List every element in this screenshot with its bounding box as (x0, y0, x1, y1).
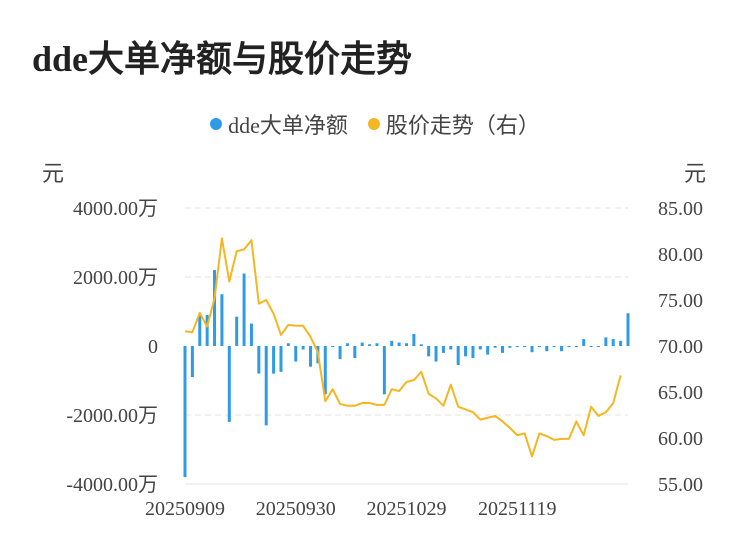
dde-bar (294, 346, 298, 362)
dde-bar (412, 333, 416, 346)
dde-bar (567, 346, 571, 348)
dde-bar (545, 346, 549, 352)
dde-bar (515, 346, 519, 348)
y-right-tick-label: 80.00 (658, 244, 703, 266)
dde-bar (331, 346, 335, 347)
y-left-tick-label: -2000.00万 (66, 405, 158, 427)
dde-bar (604, 337, 608, 346)
dde-bar (183, 346, 187, 478)
dde-bar (368, 344, 372, 346)
y-right-tick-label: 75.00 (658, 290, 703, 312)
dde-bar (242, 273, 246, 346)
y-left-tick-label: 4000.00万 (73, 198, 158, 220)
dde-bar (286, 343, 290, 346)
dde-bar (198, 314, 202, 346)
x-tick-label: 20251119 (478, 498, 557, 520)
legend: dde大单净额 股价走势（右） (0, 108, 750, 140)
dde-bar (441, 346, 445, 353)
dde-bar (537, 346, 541, 348)
dde-bar (596, 346, 600, 347)
dde-bar (353, 346, 357, 359)
dde-bar (619, 340, 623, 346)
dde-bar (257, 346, 261, 374)
y-left-tick-label: -4000.00万 (66, 474, 158, 496)
dde-bar (338, 346, 342, 360)
dde-bar (227, 346, 231, 422)
dde-bar (582, 339, 586, 346)
legend-label-price: 股价走势（右） (385, 113, 540, 138)
y-right-tick-label: 60.00 (658, 428, 703, 450)
dde-bar (301, 346, 305, 350)
legend-dot-dde (210, 118, 223, 130)
right-axis-unit: 元 (684, 161, 707, 186)
dde-bar (375, 343, 379, 346)
y-right-tick-label: 85.00 (658, 198, 703, 220)
legend-label-dde: dde大单净额 (228, 113, 348, 138)
y-left-tick-label: 2000.00万 (73, 267, 158, 289)
dde-bar (345, 343, 349, 346)
dde-bar (574, 346, 578, 347)
dde-bar (190, 346, 194, 378)
dde-bar (611, 339, 615, 346)
dde-bar (249, 323, 253, 346)
dde-bar (213, 270, 217, 346)
legend-item-dde[interactable]: dde大单净额 (210, 108, 348, 140)
dde-bar (279, 346, 283, 372)
dde-bar (560, 346, 564, 352)
dde-bar (382, 346, 386, 395)
dde-bar (205, 314, 209, 346)
left-axis-unit: 元 (42, 161, 65, 186)
dde-bar (552, 346, 556, 347)
dde-bar (309, 346, 313, 367)
dde-bar (434, 346, 438, 362)
y-right-tick-label: 65.00 (658, 382, 703, 404)
y-right-tick-label: 70.00 (658, 336, 703, 358)
dde-bar (523, 346, 527, 348)
dde-bar (220, 294, 224, 346)
dde-bar (626, 313, 630, 346)
dde-bar (397, 342, 401, 346)
dde-bar (360, 342, 364, 346)
legend-dot-price (367, 118, 380, 130)
legend-item-price[interactable]: 股价走势（右） (367, 108, 540, 140)
dde-bar (323, 346, 327, 395)
dde-bar (530, 346, 534, 353)
dde-bar (405, 343, 408, 346)
y-left-tick-label: 0 (148, 336, 158, 358)
dde-bar (419, 344, 423, 346)
dde-bar (235, 316, 239, 346)
dde-bar (493, 346, 497, 348)
dde-bar (427, 346, 431, 357)
x-tick-label: 20250930 (256, 498, 336, 520)
dde-bar (589, 346, 593, 347)
dde-bar (390, 340, 394, 346)
dde-bar (264, 346, 268, 426)
x-tick-label: 20251029 (367, 498, 447, 520)
dde-bar (508, 346, 512, 348)
x-tick-label: 20250909 (145, 498, 225, 520)
chart-title: dde大单净额与股价走势 (32, 39, 413, 79)
dde-bar (464, 346, 468, 357)
dde-bar (486, 346, 490, 355)
price-line (184, 237, 622, 458)
dde-bar (449, 346, 453, 350)
dde-bar (471, 346, 475, 359)
dde-bar (456, 346, 460, 365)
dde-bar (272, 346, 276, 374)
dde-bar (500, 346, 504, 353)
dde-bar (478, 346, 482, 350)
y-right-tick-label: 55.00 (658, 474, 703, 496)
